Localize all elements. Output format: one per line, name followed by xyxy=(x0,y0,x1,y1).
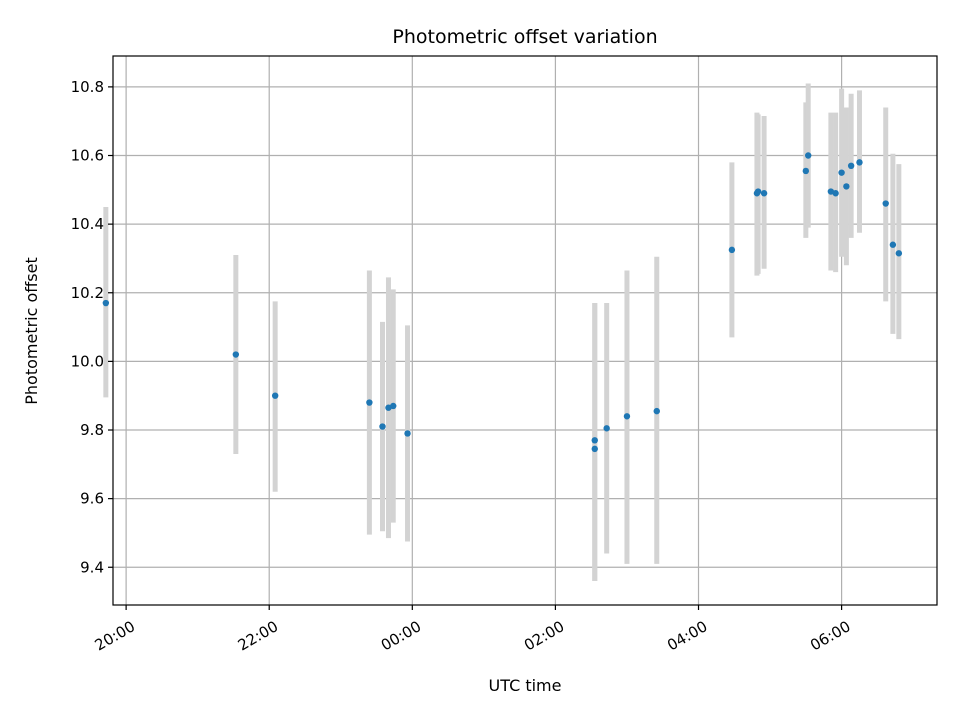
y-tick-label: 9.8 xyxy=(80,421,104,439)
data-point xyxy=(271,392,279,399)
data-point xyxy=(802,167,810,175)
data-points xyxy=(102,152,903,453)
data-point xyxy=(805,152,812,159)
y-tick-label: 10.2 xyxy=(71,284,104,302)
data-point xyxy=(603,425,610,432)
data-point xyxy=(843,183,850,190)
data-point xyxy=(379,423,386,430)
y-tick-label: 10.0 xyxy=(71,352,104,370)
y-tick-label: 10.6 xyxy=(71,147,104,165)
data-point xyxy=(754,188,762,195)
data-point xyxy=(366,399,373,406)
data-point xyxy=(390,402,397,410)
data-point xyxy=(653,407,660,415)
chart-title: Photometric offset variation xyxy=(392,26,657,48)
data-point xyxy=(895,250,903,257)
data-point xyxy=(847,162,855,169)
data-point xyxy=(232,351,240,358)
data-point xyxy=(102,299,110,307)
data-point xyxy=(728,246,736,254)
data-point xyxy=(760,190,768,197)
y-tick-label: 9.4 xyxy=(80,558,104,576)
data-point xyxy=(889,241,897,248)
data-point xyxy=(832,190,839,197)
data-point xyxy=(591,437,598,444)
data-point xyxy=(404,430,411,437)
y-tick-label: 9.6 xyxy=(80,490,104,508)
data-point xyxy=(882,200,889,207)
y-axis-title: Photometric offset xyxy=(22,257,41,405)
y-tick-label: 10.8 xyxy=(71,78,104,96)
y-axis: 9.4 9.6 9.8 10.0 10.2 10.4 10.6 10.8 xyxy=(71,78,113,576)
data-point xyxy=(856,159,863,166)
x-axis-title: UTC time xyxy=(489,676,562,695)
data-point xyxy=(838,169,845,176)
y-tick-label: 10.4 xyxy=(71,215,104,233)
plot-frame xyxy=(112,55,938,606)
data-point xyxy=(623,413,631,420)
data-point xyxy=(591,445,598,453)
